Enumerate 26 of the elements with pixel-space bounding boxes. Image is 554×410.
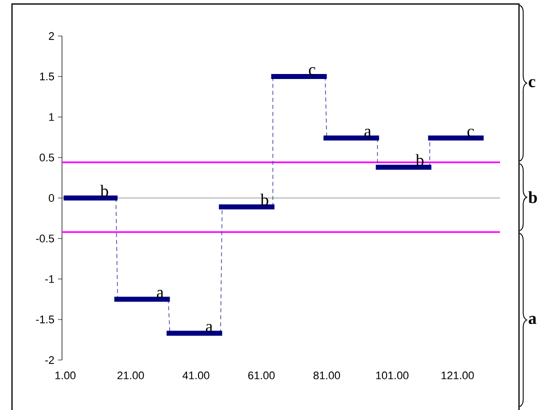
x-tick-label: 21.00 — [117, 372, 144, 380]
x-tick-label: 41.00 — [182, 372, 210, 380]
text: c — [528, 79, 536, 88]
annotation: a — [364, 128, 372, 137]
y-tick-label: 0 — [48, 194, 54, 202]
annotation: c — [308, 67, 316, 76]
y-tick-label: 2 — [48, 32, 54, 40]
annotation: a — [156, 290, 164, 298]
y-tick-label: 0.5 — [40, 154, 54, 162]
y-tick-label: -1.5 — [36, 316, 54, 324]
annotation: a — [206, 324, 213, 332]
x-tick-label: 1.00 — [55, 372, 76, 380]
y-tick-label: -1 — [45, 275, 54, 283]
x-tick-label: 101.00 — [376, 372, 408, 380]
x-tick-label: 81.00 — [314, 372, 340, 380]
text: a — [528, 316, 536, 324]
y-tick-label: -0.5 — [36, 234, 54, 242]
x-tick-label: 121.00 — [442, 372, 474, 380]
y-tick-label: 1 — [49, 113, 54, 121]
y-tick-label: 1.5 — [40, 72, 54, 80]
x-tick-label: 61.00 — [248, 372, 275, 380]
annotation: b — [100, 184, 108, 197]
annotation: c — [467, 128, 474, 137]
annotation: b — [260, 194, 268, 206]
y-tick-label: -2 — [45, 356, 54, 364]
text: b — [528, 191, 537, 204]
